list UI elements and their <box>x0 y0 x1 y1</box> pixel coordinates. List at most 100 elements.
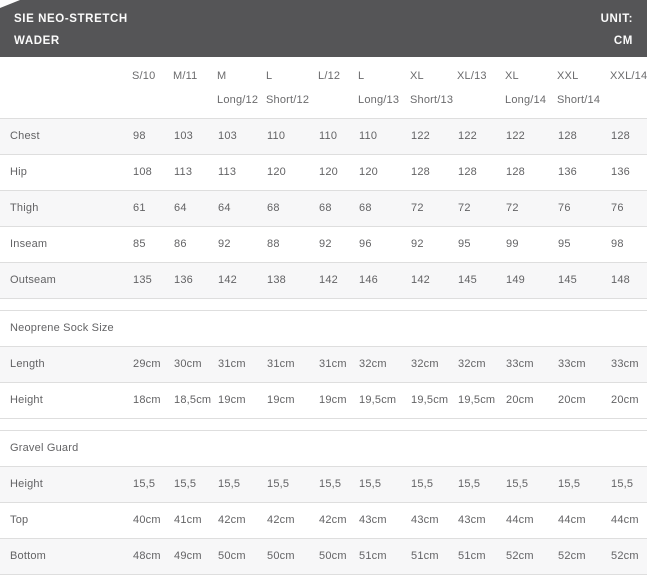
size-value: 113 <box>173 154 217 191</box>
column-header: L Long/13 <box>358 57 410 119</box>
corner-cell <box>0 57 132 119</box>
column-header-line2: Short/13 <box>410 94 454 106</box>
row-label: Length <box>0 346 132 383</box>
size-value: 52cm <box>610 538 647 575</box>
size-value: 128 <box>410 154 457 191</box>
row-label: Thigh <box>0 190 132 227</box>
column-header-line2: Long/14 <box>505 94 547 106</box>
spacer-row <box>0 298 647 311</box>
size-value: 19,5cm <box>358 382 410 419</box>
size-value: 85 <box>132 226 173 263</box>
column-header-line1: S/10 <box>132 70 156 82</box>
size-value: 120 <box>266 154 318 191</box>
product-title: SIE NEO-STRETCH WADER <box>14 8 128 57</box>
column-header-line1: L <box>266 70 273 82</box>
size-value: 41cm <box>173 502 217 539</box>
column-header-line2: Short/14 <box>557 94 601 106</box>
size-value: 68 <box>266 190 318 227</box>
size-value: 50cm <box>318 538 358 575</box>
table-row: Hip 108 113 113 120 120 120 128 128 128 136 136 <box>0 154 647 191</box>
size-value: 40cm <box>132 502 173 539</box>
size-value: 15,5 <box>457 466 505 503</box>
size-value: 72 <box>410 190 457 227</box>
size-value: 42cm <box>266 502 318 539</box>
size-value: 19cm <box>217 382 266 419</box>
size-value: 68 <box>358 190 410 227</box>
row-label: Inseam <box>0 226 132 263</box>
size-value: 136 <box>557 154 610 191</box>
size-value: 15,5 <box>217 466 266 503</box>
size-value: 42cm <box>318 502 358 539</box>
size-value: 142 <box>318 262 358 299</box>
size-value: 32cm <box>410 346 457 383</box>
size-value: 43cm <box>358 502 410 539</box>
size-value: 113 <box>217 154 266 191</box>
size-value: 18cm <box>132 382 173 419</box>
size-value: 128 <box>457 154 505 191</box>
size-value: 49cm <box>173 538 217 575</box>
size-value: 92 <box>318 226 358 263</box>
unit-label: UNIT: <box>600 13 633 25</box>
size-value: 30cm <box>173 346 217 383</box>
column-header-line1: M/11 <box>173 70 198 82</box>
section-title-row: Neoprene Sock Size <box>0 310 647 347</box>
row-label: Outseam <box>0 262 132 299</box>
size-value: 44cm <box>557 502 610 539</box>
size-value: 98 <box>610 226 647 263</box>
size-value: 120 <box>318 154 358 191</box>
size-value: 32cm <box>358 346 410 383</box>
unit-value: CM <box>613 35 633 47</box>
column-header-line2: Long/13 <box>358 94 400 106</box>
column-header-row: S/10 M/11 M Long/12 L Short/12 L/12 L Long/13 XL S… <box>0 57 647 119</box>
size-value: 76 <box>557 190 610 227</box>
column-header: XL Short/13 <box>410 57 457 119</box>
product-title-line1: SIE NEO-STRETCH <box>14 13 128 25</box>
product-title-line2: WADER <box>14 35 60 47</box>
column-header-line1: XXL <box>557 70 579 82</box>
size-value: 18,5cm <box>173 382 217 419</box>
row-label: Chest <box>0 118 132 155</box>
size-value: 86 <box>173 226 217 263</box>
size-value: 110 <box>318 118 358 155</box>
size-value: 120 <box>358 154 410 191</box>
size-value: 31cm <box>266 346 318 383</box>
size-value: 31cm <box>217 346 266 383</box>
size-value: 43cm <box>410 502 457 539</box>
size-value: 52cm <box>557 538 610 575</box>
row-label: Hip <box>0 154 132 191</box>
table-row: Outseam 135 136 142 138 142 146 142 145 149 145 148 <box>0 262 647 299</box>
size-value: 31cm <box>318 346 358 383</box>
size-value: 96 <box>358 226 410 263</box>
size-value: 136 <box>610 154 647 191</box>
size-value: 145 <box>457 262 505 299</box>
size-value: 51cm <box>457 538 505 575</box>
size-table: S/10 M/11 M Long/12 L Short/12 L/12 L Long/13 XL S… <box>0 57 647 575</box>
size-value: 149 <box>505 262 557 299</box>
size-value: 142 <box>410 262 457 299</box>
size-table-head: S/10 M/11 M Long/12 L Short/12 L/12 L Long/13 XL S… <box>0 57 647 119</box>
size-value: 15,5 <box>173 466 217 503</box>
size-value: 98 <box>132 118 173 155</box>
size-value: 142 <box>217 262 266 299</box>
size-value: 135 <box>132 262 173 299</box>
size-value: 15,5 <box>358 466 410 503</box>
size-value: 20cm <box>610 382 647 419</box>
size-value: 122 <box>505 118 557 155</box>
size-value: 15,5 <box>557 466 610 503</box>
size-value: 110 <box>358 118 410 155</box>
row-label: Height <box>0 382 132 419</box>
row-label: Top <box>0 502 132 539</box>
unit-block: UNIT: CM <box>601 8 633 57</box>
size-value: 88 <box>266 226 318 263</box>
table-row: Chest 98 103 103 110 110 110 122 122 122 128 128 <box>0 118 647 155</box>
column-header: XL/13 <box>457 57 505 119</box>
size-value: 148 <box>610 262 647 299</box>
size-value: 138 <box>266 262 318 299</box>
size-value: 122 <box>410 118 457 155</box>
size-value: 72 <box>457 190 505 227</box>
column-header: XXL/14 <box>610 57 647 119</box>
size-value: 51cm <box>358 538 410 575</box>
column-header: L Short/12 <box>266 57 318 119</box>
size-value: 29cm <box>132 346 173 383</box>
size-value: 92 <box>217 226 266 263</box>
